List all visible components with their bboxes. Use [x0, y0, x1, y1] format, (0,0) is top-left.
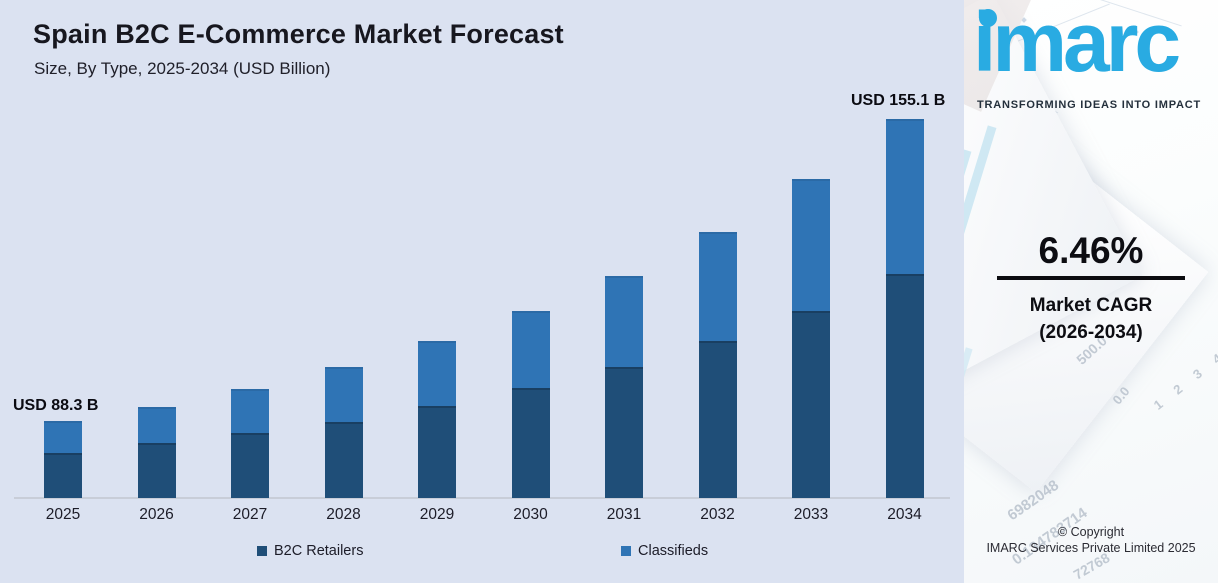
- info-panel: 6982048 0.134783714 72768 500.0 0.0 1 2 …: [964, 0, 1218, 583]
- x-axis-label: 2032: [700, 506, 735, 523]
- bar-2028: [324, 367, 363, 498]
- x-axis-line: [14, 497, 950, 499]
- bar-2026: [137, 407, 176, 498]
- legend-label-classifieds: Classifieds: [638, 543, 709, 559]
- segment-b2c-retailers: [231, 433, 269, 498]
- segment-classifieds: [511, 311, 550, 388]
- bar-2034: [885, 119, 924, 498]
- x-axis-label: 2028: [326, 506, 361, 523]
- bar-2030: [511, 311, 550, 498]
- chart-legend: B2C Retailers Classifieds: [0, 543, 964, 567]
- segment-classifieds: [44, 421, 82, 453]
- legend-label-b2c-retailers: B2C Retailers: [274, 543, 364, 559]
- legend-swatch-classifieds: [621, 546, 631, 556]
- value-label-2034: USD 155.1 B: [851, 92, 946, 109]
- bar-2027: [231, 389, 269, 498]
- value-label-2025: USD 88.3 B: [13, 397, 99, 414]
- segment-b2c-retailers: [324, 422, 363, 498]
- segment-classifieds: [137, 407, 176, 443]
- x-axis-label: 2025: [45, 506, 81, 523]
- segment-b2c-retailers: [418, 406, 456, 498]
- segment-classifieds: [792, 179, 830, 311]
- bar-2033: [792, 179, 830, 498]
- copyright-symbol-line: © Copyright: [1057, 525, 1125, 539]
- bar-chart: 2025 2026 2027 2028 2029 2030 2031 2032 2033 2034: [14, 119, 950, 523]
- segment-classifieds: [418, 341, 456, 406]
- segment-classifieds: [605, 276, 643, 367]
- segment-b2c-retailers: [137, 443, 176, 498]
- segment-classifieds: [324, 367, 363, 422]
- segment-b2c-retailers: [885, 274, 924, 498]
- bar-2025: [44, 421, 82, 498]
- bar-2032: [698, 232, 737, 498]
- segment-b2c-retailers: [792, 311, 830, 498]
- legend-item-b2c-retailers: B2C Retailers: [257, 543, 363, 559]
- bar-2031: [605, 276, 643, 498]
- segment-classifieds: [698, 232, 737, 341]
- chart-subtitle: Size, By Type, 2025-2034 (USD Billion): [34, 59, 331, 78]
- x-axis-label: 2034: [887, 506, 922, 523]
- copyright-company-line: IMARC Services Private Limited 2025: [986, 541, 1196, 555]
- bar-2029: [418, 341, 456, 498]
- watermark-number: 1 2 3 4: [1150, 346, 1218, 413]
- cagr-period: (2026-2034): [1039, 322, 1143, 343]
- cagr-value: 6.46%: [1038, 230, 1144, 271]
- chart-panel: Spain B2C E-Commerce Market Forecast Siz…: [0, 0, 964, 583]
- segment-b2c-retailers: [511, 388, 550, 498]
- legend-item-classifieds: Classifieds: [621, 543, 708, 559]
- legend-swatch-b2c-retailers: [257, 546, 267, 556]
- logo-tagline: TRANSFORMING IDEAS INTO IMPACT: [977, 99, 1202, 111]
- x-axis-label: 2030: [513, 506, 548, 523]
- x-axis-label: 2029: [419, 506, 455, 523]
- segment-classifieds: [231, 389, 269, 433]
- logo-dot-icon: [979, 9, 997, 27]
- segment-b2c-retailers: [698, 341, 737, 498]
- logo-wordmark: imarc: [973, 0, 1181, 89]
- page-title: Spain B2C E-Commerce Market Forecast: [33, 19, 564, 49]
- x-axis-label: 2026: [139, 506, 174, 523]
- x-axis-label: 2031: [606, 506, 642, 523]
- cagr-label: Market CAGR: [1029, 295, 1153, 316]
- segment-b2c-retailers: [44, 453, 82, 498]
- segment-classifieds: [885, 119, 924, 274]
- x-axis-label: 2027: [232, 506, 268, 523]
- x-axis-label: 2033: [793, 506, 829, 523]
- segment-b2c-retailers: [605, 367, 643, 498]
- cagr-underline: [997, 276, 1185, 280]
